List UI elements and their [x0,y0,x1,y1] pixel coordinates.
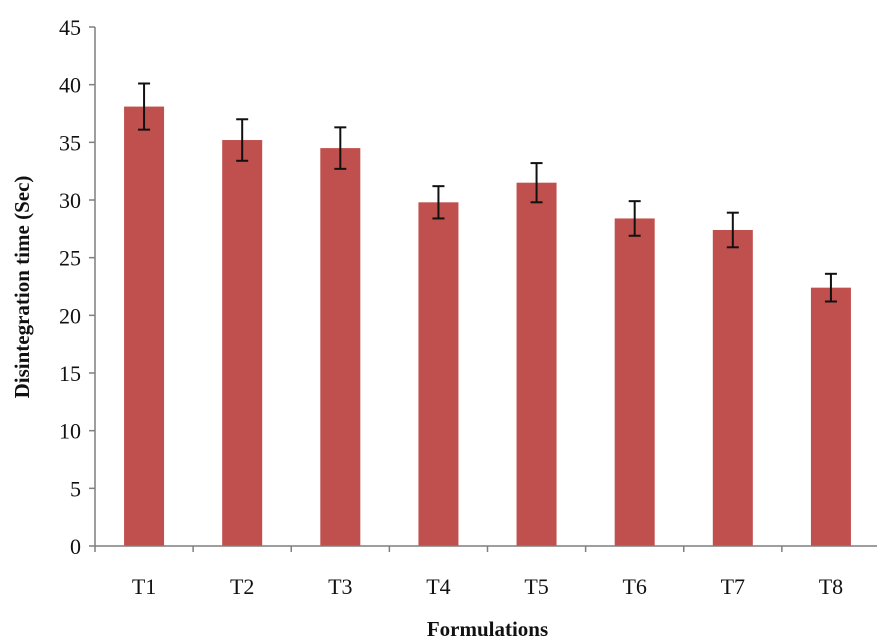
y-tick-label: 20 [59,303,81,328]
error-bar-t4 [432,185,445,220]
bar-t6 [614,218,655,546]
error-bar-t2 [236,118,249,162]
y-tick-label: 25 [59,246,81,271]
x-tick-label: T1 [132,574,156,599]
y-tick-label: 0 [70,534,81,559]
error-bars-layer [138,82,837,303]
x-tick-label: T5 [524,574,548,599]
bar-t1 [124,106,165,546]
y-tick-label: 35 [59,130,81,155]
x-tick-label: T4 [426,574,450,599]
bar-t5 [516,182,557,546]
y-tick-label: 45 [59,15,81,40]
error-bar-t3 [334,126,347,170]
y-tick-label: 40 [59,73,81,98]
x-tick-label: T6 [622,574,646,599]
error-bar-t5 [530,162,543,204]
x-axis-title: Formulations [427,617,548,641]
y-tick-label: 15 [59,361,81,386]
bars-layer [124,106,851,546]
bar-t2 [222,140,263,546]
bar-t8 [810,287,851,546]
y-tick-label: 30 [59,188,81,213]
x-ticks-layer: T1 T2 T3 T4 T5 T6 T7 T8 [94,546,843,599]
y-ticks-layer: 0 5 10 15 20 25 30 35 40 45 [59,15,95,559]
x-tick-label: T3 [328,574,352,599]
x-tick-label: T7 [721,574,745,599]
x-tick-label: T8 [819,574,843,599]
bar-t4 [418,202,459,546]
error-bar-t6 [628,200,641,237]
bar-t7 [712,229,753,546]
error-bar-t1 [138,82,151,131]
y-axis-title: Disintegration time (Sec) [10,176,34,399]
bar-t3 [320,148,361,546]
error-bar-t7 [726,211,739,249]
y-tick-label: 10 [59,419,81,444]
x-tick-label: T2 [230,574,254,599]
y-tick-label: 5 [70,476,81,501]
error-bar-t8 [824,272,837,303]
